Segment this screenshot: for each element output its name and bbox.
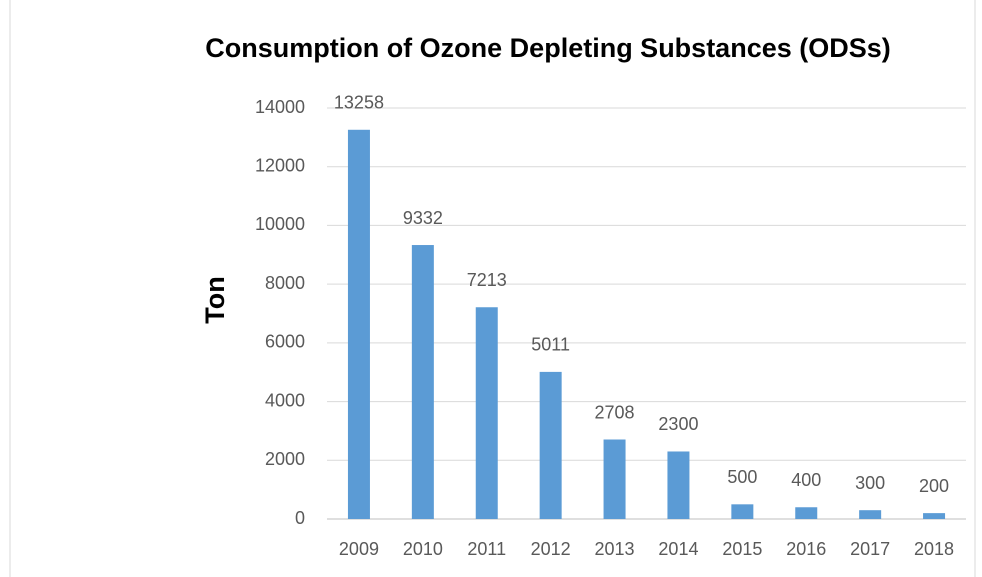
y-tick-label: 6000 bbox=[265, 332, 305, 352]
x-tick-label: 2016 bbox=[786, 539, 826, 559]
chart-title: Consumption of Ozone Depleting Substance… bbox=[205, 33, 891, 63]
x-tick-label: 2012 bbox=[531, 539, 571, 559]
y-axis-label: Ton bbox=[200, 276, 230, 323]
data-label: 2708 bbox=[595, 402, 635, 422]
data-label: 9332 bbox=[403, 208, 443, 228]
y-tick-label: 2000 bbox=[265, 449, 305, 469]
x-tick-label: 2009 bbox=[339, 539, 379, 559]
bar bbox=[923, 513, 946, 519]
x-tick-label: 2017 bbox=[850, 539, 890, 559]
bar bbox=[795, 507, 818, 519]
bar bbox=[539, 371, 562, 519]
x-tick-label: 2011 bbox=[467, 539, 506, 559]
data-label: 200 bbox=[919, 476, 949, 496]
data-label: 13258 bbox=[334, 93, 384, 113]
data-label: 400 bbox=[791, 470, 821, 490]
y-tick-label: 10000 bbox=[255, 214, 305, 234]
y-tick-label: 4000 bbox=[265, 390, 305, 410]
bar bbox=[411, 245, 434, 520]
data-label: 500 bbox=[727, 467, 757, 487]
x-tick-label: 2013 bbox=[595, 539, 635, 559]
x-tick-label: 2010 bbox=[403, 539, 443, 559]
bar bbox=[859, 510, 882, 519]
bar bbox=[731, 504, 754, 519]
data-label: 5011 bbox=[531, 335, 570, 355]
bar bbox=[475, 307, 498, 519]
bar bbox=[667, 451, 690, 519]
bar bbox=[347, 129, 370, 519]
y-tick-label: 14000 bbox=[255, 97, 305, 117]
x-tick-label: 2015 bbox=[722, 539, 762, 559]
data-label: 300 bbox=[855, 473, 885, 493]
y-tick-label: 8000 bbox=[265, 273, 305, 293]
x-tick-label: 2018 bbox=[914, 539, 954, 559]
y-tick-label: 0 bbox=[295, 508, 305, 528]
x-tick-label: 2014 bbox=[658, 539, 698, 559]
data-label: 7213 bbox=[467, 270, 507, 290]
y-tick-label: 12000 bbox=[255, 155, 305, 175]
bar bbox=[603, 439, 626, 519]
data-label: 2300 bbox=[658, 414, 698, 434]
